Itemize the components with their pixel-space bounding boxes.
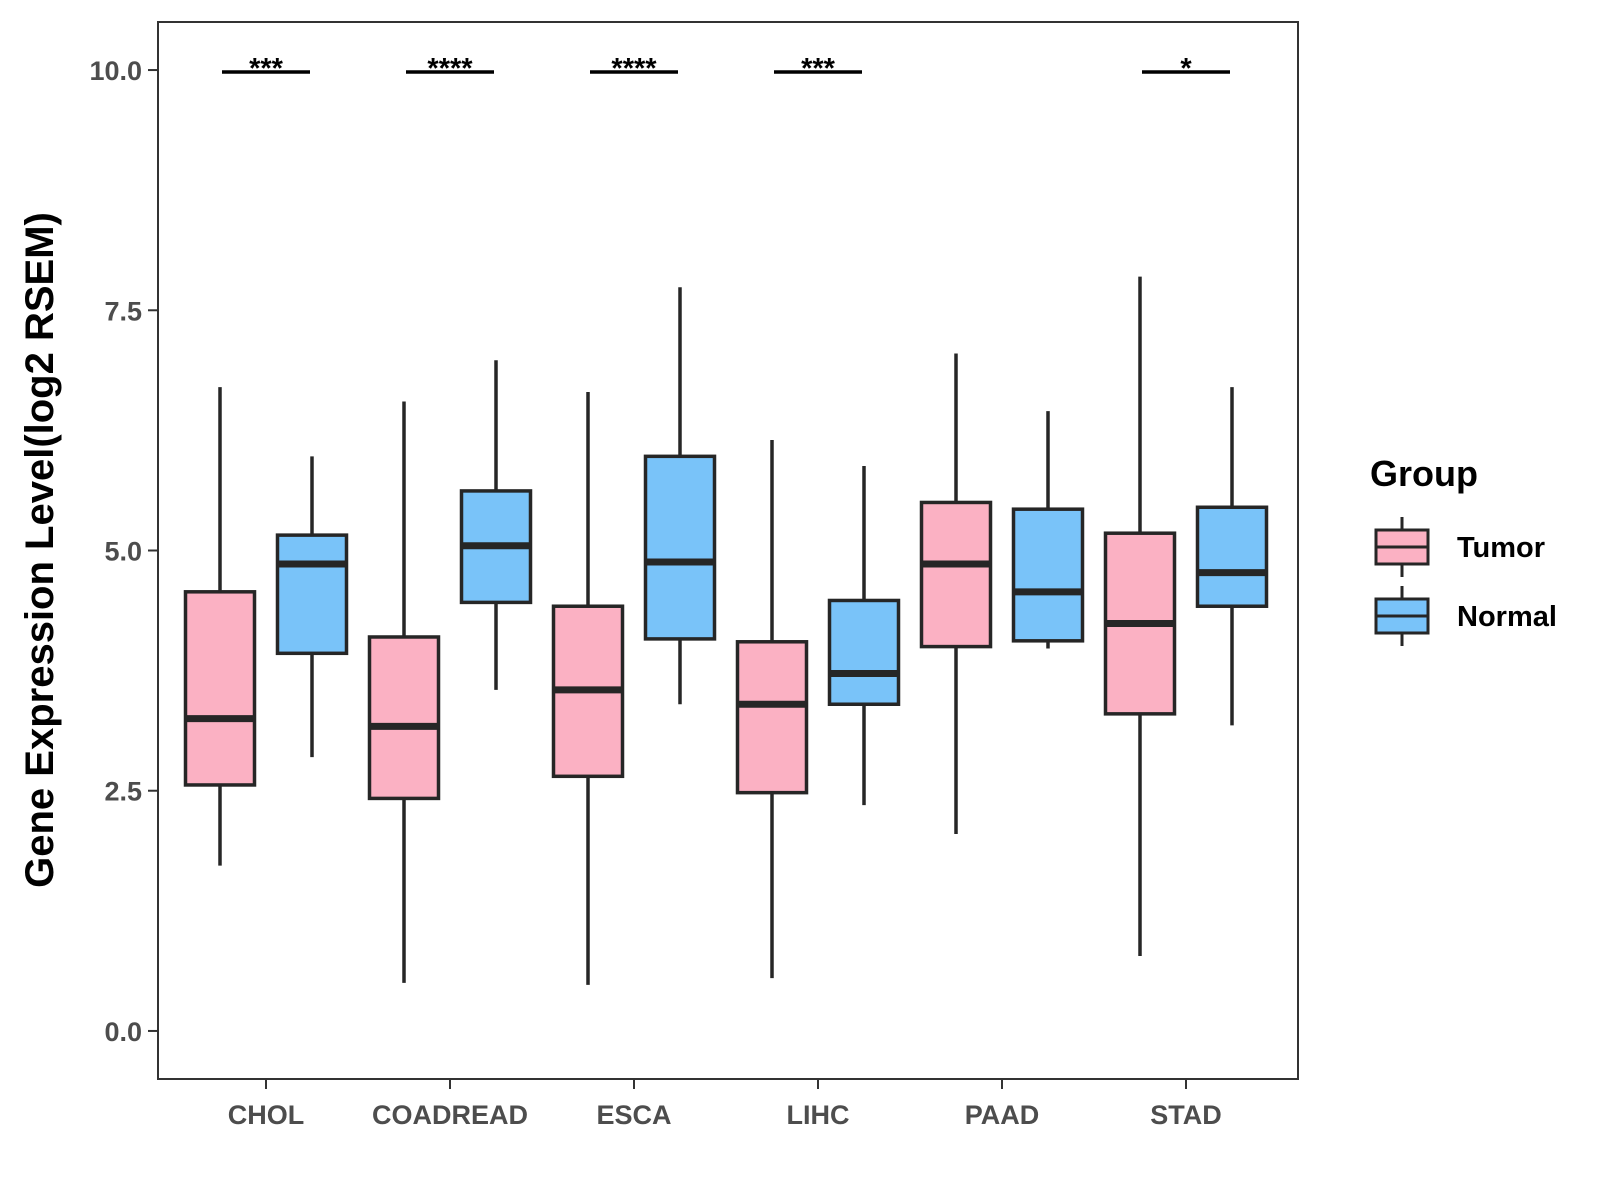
significance-chol: ***: [222, 53, 310, 85]
box-body: [827, 598, 901, 706]
box-tumor-esca: [551, 391, 625, 985]
y-tick-label: 10.0: [89, 56, 142, 86]
box-normal-esca: [643, 287, 717, 705]
y-axis: 0.0 2.5 5.0 7.5 10.0: [89, 56, 158, 1047]
x-tick-label: CHOL: [228, 1100, 305, 1130]
box-body: [183, 590, 257, 787]
box-tumor-lihc: [735, 439, 809, 979]
significance-label: *: [1180, 53, 1192, 85]
box-tumor-stad: [1103, 276, 1177, 957]
significance-esca: ****: [590, 53, 678, 85]
y-tick-label: 0.0: [104, 1017, 142, 1047]
legend-label: Normal: [1457, 601, 1557, 633]
significance-stad: *: [1142, 53, 1230, 85]
legend-title: Group: [1370, 453, 1478, 494]
y-axis-title: Gene Expression Level(log2 RSEM): [18, 212, 62, 888]
significance-label: ****: [611, 53, 657, 85]
y-tick-label: 7.5: [104, 296, 142, 326]
x-tick-label: LIHC: [787, 1100, 850, 1130]
significance-label: ****: [427, 53, 473, 85]
y-tick-label: 5.0: [104, 537, 142, 567]
legend: Group Tumor Normal: [1370, 453, 1557, 646]
box-series: [183, 276, 1269, 985]
box-normal-paad: [1011, 411, 1085, 649]
box-body: [275, 533, 349, 656]
box-body: [735, 640, 809, 795]
box-body: [643, 454, 717, 641]
significance-label: ***: [249, 53, 284, 85]
x-tick-label: ESCA: [596, 1100, 671, 1130]
x-axis: CHOL COADREAD ESCA LIHC PAAD STAD: [228, 1079, 1222, 1130]
box-body: [919, 500, 993, 649]
box-tumor-coadread: [367, 401, 441, 983]
box-body: [1195, 505, 1269, 608]
significance-label: ***: [801, 53, 836, 85]
box-tumor-paad: [919, 353, 993, 834]
significance-coadread: ****: [406, 53, 494, 85]
x-tick-label: PAAD: [965, 1100, 1040, 1130]
legend-item-normal: Normal: [1374, 586, 1557, 646]
box-normal-lihc: [827, 465, 901, 806]
legend-label: Tumor: [1457, 532, 1545, 564]
significance-lihc: ***: [774, 53, 862, 85]
significance-annotations: *** **** **** *** *: [222, 53, 1230, 85]
legend-item-tumor: Tumor: [1374, 517, 1545, 577]
x-tick-label: COADREAD: [372, 1100, 528, 1130]
box-body: [1011, 507, 1085, 643]
x-tick-label: STAD: [1150, 1100, 1222, 1130]
box-normal-stad: [1195, 387, 1269, 726]
box-normal-chol: [275, 456, 349, 758]
box-normal-coadread: [459, 360, 533, 690]
box-tumor-chol: [183, 387, 257, 866]
y-tick-label: 2.5: [104, 777, 142, 807]
box-body: [367, 635, 441, 801]
